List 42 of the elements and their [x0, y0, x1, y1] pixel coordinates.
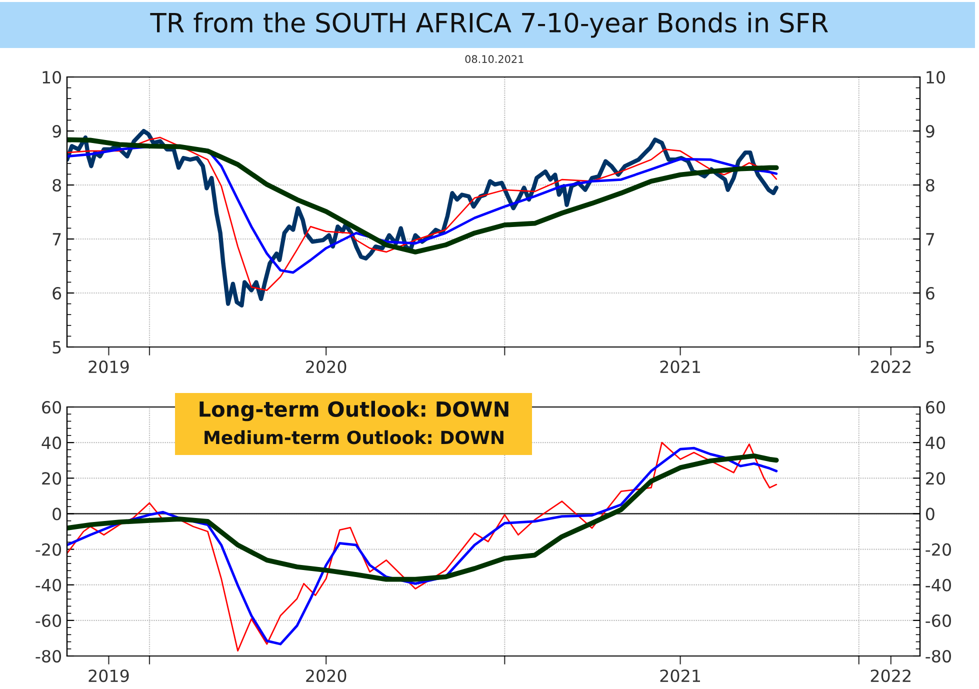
y2-tick-label: 9 [926, 124, 934, 138]
y2-tick-label: -40 [926, 578, 951, 592]
y-tick-label: -40 [36, 578, 62, 592]
x-tick-label: 2022 [870, 360, 910, 374]
y2-tick-label: 6 [926, 286, 934, 300]
x-tick-label: 2021 [660, 360, 700, 374]
y2-tick-label: 20 [926, 472, 945, 485]
chart-subtitle: 08.10.2021 [465, 55, 524, 64]
y2-tick-label: -20 [926, 543, 951, 556]
y2-tick-label: 40 [926, 436, 945, 450]
y2-tick-label: 7 [926, 233, 934, 246]
y-tick-label: 8 [52, 178, 61, 192]
y-tick-label: 7 [52, 233, 61, 246]
y-tick-label: -80 [36, 650, 62, 663]
y2-tick-label: 8 [926, 178, 934, 192]
x-tick-label: 2019 [88, 360, 129, 374]
x-tick-label: 2021 [660, 669, 700, 682]
line-series [67, 453, 779, 582]
x-tick-label: 2020 [306, 360, 346, 374]
y-tick-label: 5 [52, 341, 61, 354]
annotation: Medium-term Outlook: DOWN [204, 430, 504, 444]
y2-tick-label: -80 [926, 650, 951, 663]
y-tick-label: 9 [52, 124, 61, 138]
y2-tick-label: 60 [926, 400, 945, 414]
y-tick-label: 6 [52, 286, 62, 300]
y-tick-label: 10 [42, 70, 62, 84]
y-tick-label: 40 [42, 436, 62, 450]
y-tick-label: 20 [42, 472, 62, 485]
y2-tick-label: 10 [926, 70, 945, 84]
y-tick-label: 0 [52, 508, 62, 520]
x-tick-label: 2020 [306, 669, 346, 682]
x-tick-label: 2019 [88, 669, 129, 682]
y-tick-label: 60 [42, 400, 62, 414]
y2-tick-label: -60 [926, 614, 951, 627]
y-tick-label: -20 [36, 543, 62, 556]
chart-title: TR from the SOUTH AFRICA 7-10-year Bonds in SFR [150, 12, 828, 38]
y-tick-label: -60 [36, 614, 62, 627]
y2-tick-label: 0 [926, 508, 934, 520]
line-series [67, 137, 779, 254]
annotation: Long-term Outlook: DOWN [200, 400, 508, 422]
x-tick-label: 2022 [870, 669, 910, 682]
y2-tick-label: 5 [926, 341, 934, 354]
